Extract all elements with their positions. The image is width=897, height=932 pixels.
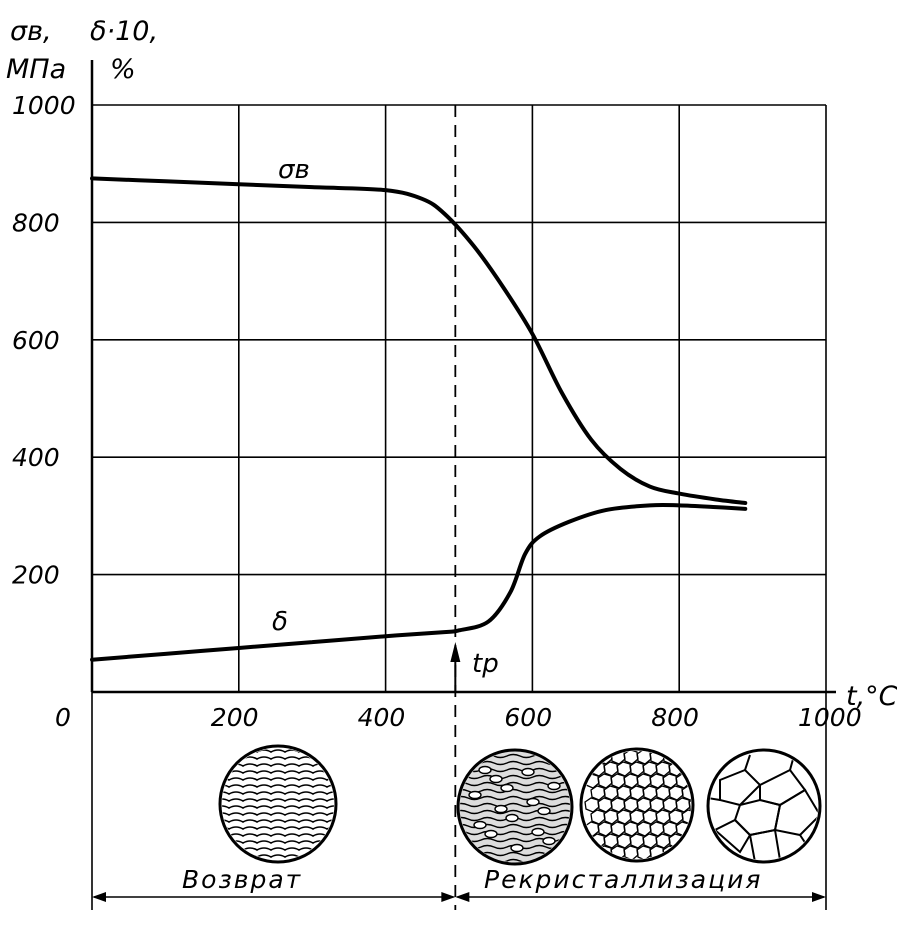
nucleus [484, 829, 498, 839]
fine-grain [675, 845, 691, 859]
zone-label-recovery: Возврат [182, 865, 302, 894]
y2-axis-title: δ·10, [90, 16, 158, 47]
grain-line [460, 802, 570, 808]
y-axis-unit: МПа [6, 54, 66, 85]
x-tick-label: 800 [651, 703, 699, 732]
y-tick-label: 800 [12, 208, 60, 237]
grain-line [222, 805, 334, 809]
fine-grain [695, 762, 709, 776]
zone-arrow-head-left [92, 892, 106, 902]
nucleus [542, 836, 556, 846]
fine-grains-icon [579, 747, 709, 863]
y2-axis-unit: % [110, 54, 136, 85]
sigma-label: σв [278, 155, 310, 185]
sigma-curve [90, 176, 748, 505]
nucleus [531, 827, 545, 837]
fine-grain [681, 809, 691, 825]
nucleus [478, 765, 492, 775]
x-tick-label: 600 [504, 703, 552, 732]
grain-line [460, 809, 570, 815]
grain-line [222, 819, 334, 823]
grain-line [222, 798, 334, 802]
delta-label: δ [272, 607, 288, 637]
fine-grain [695, 786, 709, 800]
fine-grain [675, 751, 691, 765]
y-axis-title: σв, [10, 16, 52, 47]
fine-grain [695, 834, 709, 848]
delta-curve [90, 502, 748, 662]
nucleus [510, 843, 524, 853]
coarse-grains-icon [706, 748, 822, 864]
fine-grain [584, 845, 600, 859]
fine-grain [688, 797, 691, 813]
zone-arrows [92, 892, 826, 902]
fine-grain [688, 845, 691, 859]
zone-arrow-head-right [812, 892, 826, 902]
x-tick-labels: 200 400 600 800 1000 [211, 703, 862, 732]
grain-line [222, 812, 334, 816]
x-axis-title: t,°C [846, 681, 897, 712]
grain-line [460, 830, 570, 836]
fine-grain [584, 751, 600, 765]
nucleus [521, 767, 535, 777]
zone-arrow-head-left [455, 892, 470, 902]
x-tick-label: 1000 [798, 703, 862, 732]
fine-grain [688, 751, 691, 765]
zone-label-recrystallization: Рекристаллизация [484, 865, 762, 894]
deformed-grains-icon [218, 744, 338, 864]
y-tick-label: 400 [12, 443, 60, 472]
nucleus [489, 774, 503, 784]
y-tick-label: 200 [12, 561, 60, 590]
tp-arrow-head [450, 642, 461, 662]
nucleus [494, 804, 508, 814]
partial-recrystallization-icon [456, 748, 574, 866]
nucleus [468, 790, 482, 800]
tp-marker [450, 105, 461, 910]
plot-frame [90, 60, 836, 910]
curves [90, 176, 748, 662]
origin-label: 0 [55, 703, 71, 732]
nucleus [500, 783, 514, 793]
chart-grid [92, 105, 826, 692]
grain-line [460, 816, 570, 822]
x-tick-label: 200 [211, 703, 259, 732]
zone-arrow-head-right [441, 892, 456, 902]
nucleus [537, 806, 551, 816]
grain-line [222, 791, 334, 795]
y-tick-label: 600 [12, 326, 60, 355]
nucleus [547, 781, 561, 791]
nucleus [505, 813, 519, 823]
nucleus [526, 797, 540, 807]
tp-label: tр [472, 649, 499, 679]
grain-line [460, 781, 570, 787]
y-tick-labels: 1000 800 600 400 200 [12, 91, 76, 590]
nucleus [473, 820, 487, 830]
x-tick-label: 400 [358, 703, 406, 732]
grain-line [460, 795, 570, 801]
y-tick-label: 1000 [12, 91, 76, 120]
